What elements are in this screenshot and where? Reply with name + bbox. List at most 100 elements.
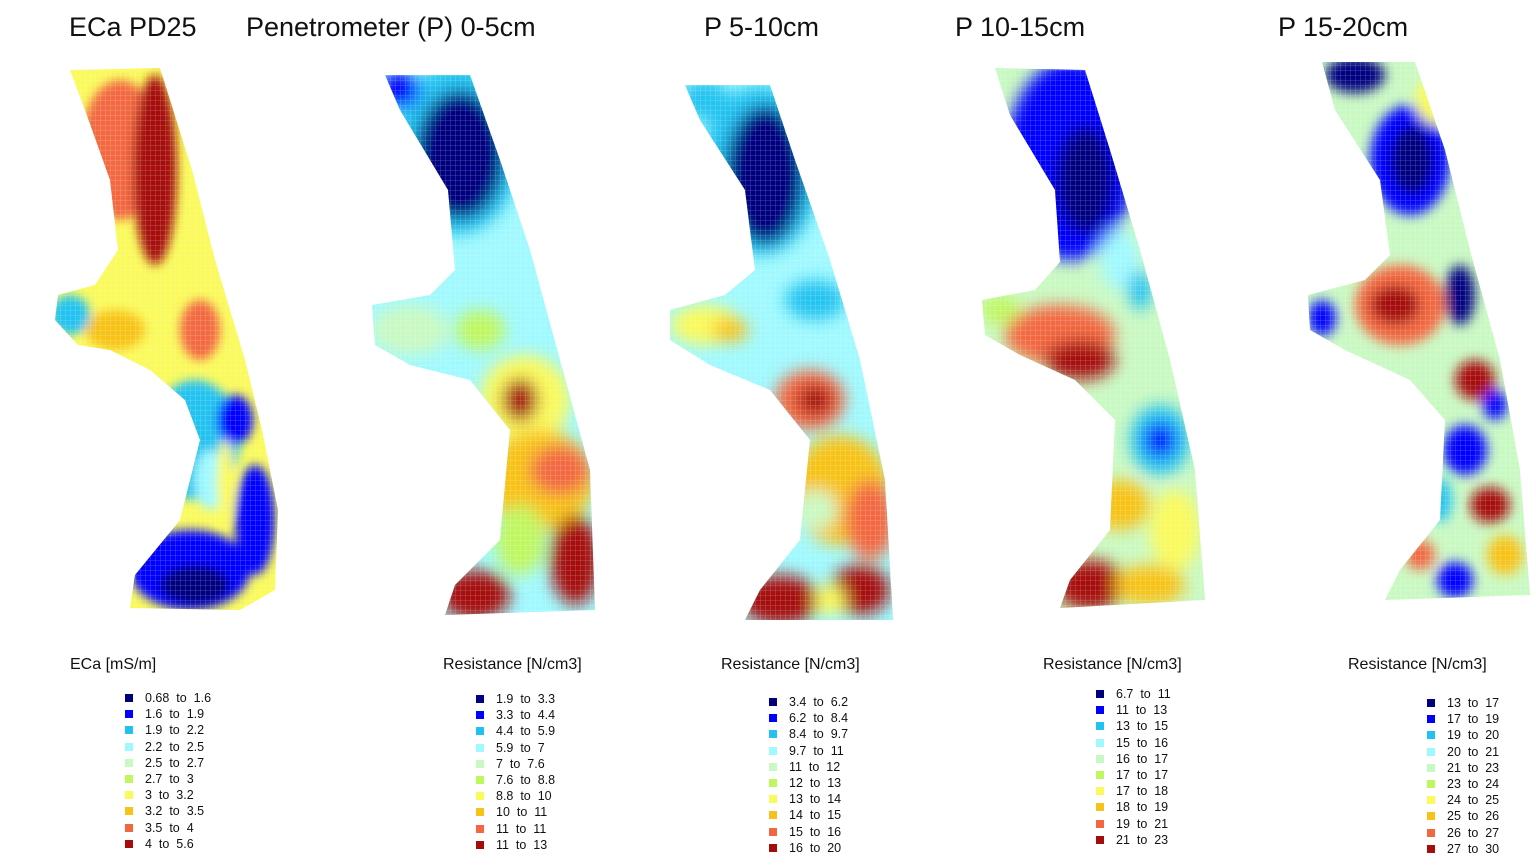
legend-item: 11 to 13 — [476, 837, 555, 853]
legend-item: 2.7 to 3 — [125, 771, 211, 787]
legend-label: 15 to 16 — [789, 824, 842, 839]
legend-swatch — [125, 710, 133, 719]
legend-swatch — [1096, 722, 1104, 731]
legend-label: 13 to 15 — [1116, 719, 1169, 734]
legend-label: 19 to 21 — [1116, 816, 1169, 831]
legend-swatch — [476, 776, 484, 785]
legend-item: 1.6 to 1.9 — [125, 706, 211, 722]
legend-swatch — [1096, 754, 1104, 763]
legend-swatch — [476, 727, 484, 736]
legend-label: 11 to 11 — [496, 821, 547, 836]
legend-label: 7 to 7.6 — [496, 756, 545, 771]
legend-item: 9.7 to 11 — [769, 743, 848, 759]
p0-5-map — [372, 75, 595, 615]
legend-item: 3 to 3.2 — [125, 787, 211, 803]
legend-label: 7.6 to 8.8 — [496, 773, 556, 788]
legend-label: 11 to 13 — [496, 837, 548, 852]
legend-item: 7.6 to 8.8 — [476, 772, 555, 788]
legend-item: 4 to 5.6 — [125, 836, 211, 852]
legend-title-eca: ECa [mS/m] — [70, 656, 157, 673]
legend-title-p0-5: Resistance [N/cm3] — [443, 656, 582, 673]
legend-swatch — [125, 823, 133, 832]
legend-label: 3.5 to 4 — [145, 820, 194, 835]
legend-title-p5-10: Resistance [N/cm3] — [721, 656, 860, 673]
legend-swatch — [1096, 738, 1104, 747]
legend-item: 15 to 16 — [769, 824, 848, 840]
panel-title-p15-20: P 15-20cm — [1278, 12, 1409, 42]
legend-label: 20 to 21 — [1447, 744, 1500, 759]
legend-swatch — [1427, 715, 1435, 724]
legend-swatch — [1427, 699, 1435, 708]
p5-10-map — [670, 85, 893, 620]
legend-swatch — [476, 695, 484, 704]
panel-title-p10-15: P 10-15cm — [955, 12, 1086, 42]
legend-label: 21 to 23 — [1447, 760, 1500, 775]
legend-item: 6.2 to 8.4 — [769, 710, 848, 726]
legend-swatch — [769, 827, 777, 836]
legend-swatch — [769, 714, 777, 723]
legend-label: 2.5 to 2.7 — [145, 755, 205, 770]
legend-swatch — [1096, 819, 1104, 828]
legend-item: 10 to 11 — [476, 804, 555, 820]
legend-item: 16 to 20 — [769, 840, 848, 856]
legend-swatch — [476, 808, 484, 817]
legend-item: 25 to 26 — [1427, 808, 1499, 824]
legend-item: 15 to 16 — [1096, 735, 1171, 751]
legend-swatch — [769, 811, 777, 820]
legend-swatch — [1427, 780, 1435, 789]
legend-item: 3.2 to 3.5 — [125, 803, 211, 819]
legend-label: 4.4 to 5.9 — [496, 724, 556, 739]
legend-item: 14 to 15 — [769, 807, 848, 823]
legend-item: 5.9 to 7 — [476, 740, 555, 756]
legend-swatch — [1096, 803, 1104, 812]
legend-label: 23 to 24 — [1447, 777, 1500, 792]
legend-swatch — [1096, 690, 1104, 699]
legend-item: 7 to 7.6 — [476, 756, 555, 772]
legend-label: 11 to 13 — [1116, 703, 1168, 718]
legend-item: 3.3 to 4.4 — [476, 707, 555, 723]
legend-swatch — [769, 762, 777, 771]
legend-item: 3.4 to 6.2 — [769, 694, 848, 710]
legend-swatch — [769, 698, 777, 707]
legend-swatch — [1427, 731, 1435, 740]
legend-swatch — [1427, 812, 1435, 821]
legend-swatch — [1096, 706, 1104, 715]
legend-title-p10-15: Resistance [N/cm3] — [1043, 656, 1182, 673]
legend-item: 13 to 14 — [769, 791, 848, 807]
panel-title-p0-5: Penetrometer (P) 0-5cm — [246, 12, 536, 42]
p10-15-map — [982, 68, 1205, 608]
legend-swatch — [1427, 763, 1435, 772]
panel-title-p5-10: P 5-10cm — [704, 12, 820, 42]
legend-swatch — [476, 743, 484, 752]
legend-item: 17 to 19 — [1427, 711, 1499, 727]
legend-swatch — [125, 791, 133, 800]
legend-label: 18 to 19 — [1116, 800, 1169, 815]
legend-swatch — [476, 792, 484, 801]
legend-label: 9.7 to 11 — [789, 743, 844, 758]
legend-label: 3.4 to 6.2 — [789, 695, 849, 710]
legend-label: 16 to 17 — [1116, 751, 1169, 766]
legend-item: 27 to 30 — [1427, 841, 1499, 857]
legend-swatch — [1096, 835, 1104, 844]
legend-p5-10: 3.4 to 6.2 6.2 to 8.4 8.4 to 9.7 9.7 to 11 1… — [769, 694, 848, 856]
legend-swatch — [125, 839, 133, 848]
legend-label: 16 to 20 — [789, 840, 842, 855]
legend-label: 19 to 20 — [1447, 728, 1500, 743]
legend-label: 10 to 11 — [496, 805, 548, 820]
legend-label: 3.2 to 3.5 — [145, 804, 205, 819]
legend-swatch — [1096, 787, 1104, 796]
legend-label: 21 to 23 — [1116, 832, 1169, 847]
legend-label: 3 to 3.2 — [145, 788, 194, 803]
legend-item: 17 to 18 — [1096, 783, 1171, 799]
eca-map — [55, 68, 278, 610]
legend-item: 19 to 20 — [1427, 727, 1499, 743]
legend-item: 6.7 to 11 — [1096, 686, 1171, 702]
legend-item: 13 to 15 — [1096, 718, 1171, 734]
legend-swatch — [1427, 844, 1435, 853]
legend-swatch — [125, 807, 133, 816]
legend-swatch — [125, 694, 133, 703]
panel-title-eca: ECa PD25 — [69, 12, 197, 42]
legend-item: 12 to 13 — [769, 775, 848, 791]
legend-title-p15-20: Resistance [N/cm3] — [1348, 656, 1487, 673]
